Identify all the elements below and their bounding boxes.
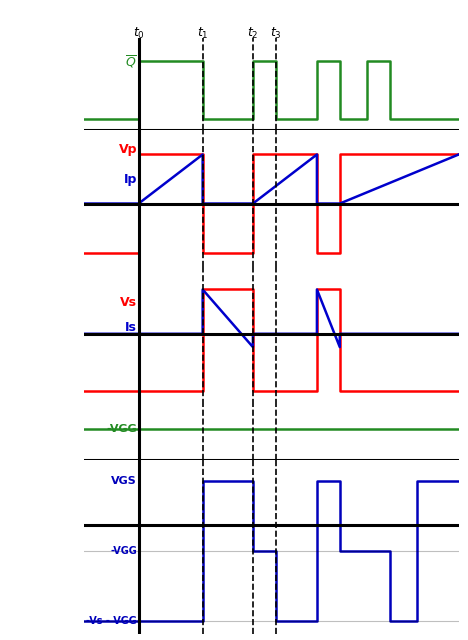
Text: $t_1$: $t_1$ [197,26,208,41]
Text: -VGG: -VGG [110,546,137,556]
Text: Ip: Ip [124,173,137,186]
Text: Vs: Vs [120,296,137,309]
Text: -Vs - VGG: -Vs - VGG [86,616,137,625]
Text: Is: Is [125,321,137,333]
Text: $t_2$: $t_2$ [247,26,259,41]
Text: $t_0$: $t_0$ [133,26,145,41]
Text: -VGG: -VGG [106,424,137,434]
Text: VGS: VGS [111,476,137,486]
Text: $\overline{Q}$: $\overline{Q}$ [125,53,137,70]
Text: $t_3$: $t_3$ [270,26,282,41]
Text: Vp: Vp [118,143,137,156]
